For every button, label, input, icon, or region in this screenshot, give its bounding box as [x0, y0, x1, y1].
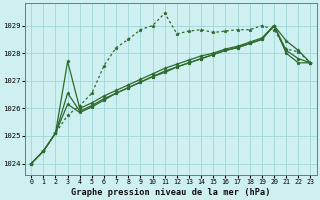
X-axis label: Graphe pression niveau de la mer (hPa): Graphe pression niveau de la mer (hPa) — [71, 188, 271, 197]
